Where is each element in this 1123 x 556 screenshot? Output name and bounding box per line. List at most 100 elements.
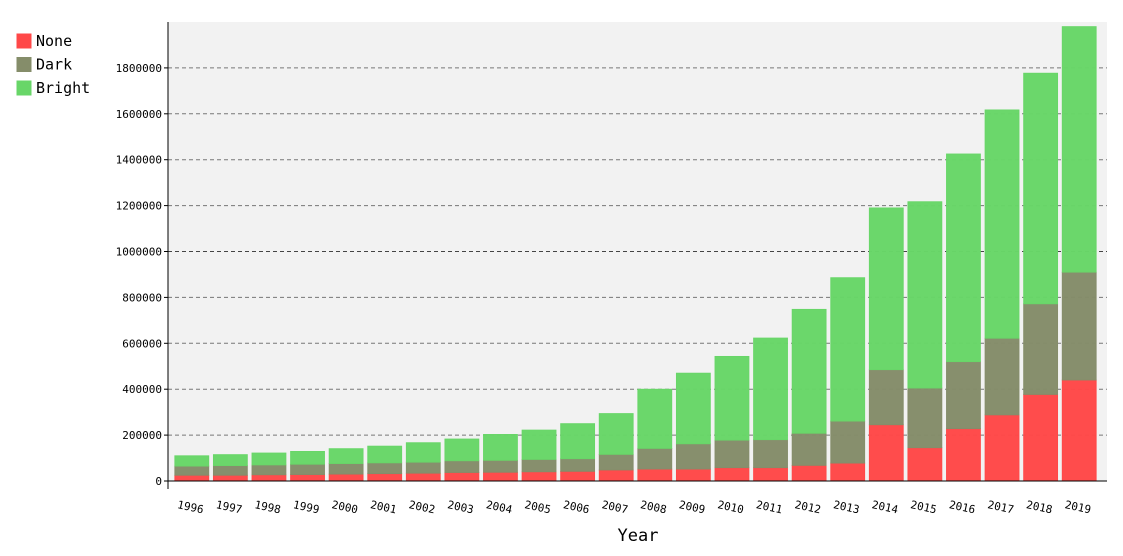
bar-bright-2000 <box>328 448 364 464</box>
y-tick-label: 600000 <box>122 337 162 350</box>
bar-bright-2006 <box>560 423 596 460</box>
bar-dark-1998 <box>251 464 287 476</box>
bar-none-2018 <box>1023 394 1059 482</box>
y-tick-label: 1600000 <box>116 108 162 121</box>
bar-bright-2008 <box>637 388 673 449</box>
x-tick-label: 2012 <box>794 498 823 516</box>
x-tick-label: 2006 <box>562 498 591 516</box>
bar-none-1998 <box>251 474 287 482</box>
bar-none-1996 <box>174 474 210 482</box>
y-tick-label: 400000 <box>122 383 162 396</box>
x-tick-label: 2004 <box>485 498 514 516</box>
bar-dark-2006 <box>560 458 596 472</box>
bar-none-1999 <box>290 474 325 482</box>
bar-dark-2017 <box>984 337 1020 416</box>
bar-dark-2014 <box>868 369 904 426</box>
bar-none-2008 <box>637 468 673 482</box>
bar-bright-2016 <box>946 153 981 363</box>
bar-dark-2011 <box>753 439 788 469</box>
x-tick-label: 1997 <box>215 498 244 516</box>
bar-bright-2010 <box>714 355 750 441</box>
bar-bright-2014 <box>868 207 904 371</box>
legend-swatch-dark <box>16 57 32 72</box>
x-tick-label: 2015 <box>909 498 938 516</box>
bar-bright-2007 <box>598 413 634 455</box>
bar-bright-2009 <box>675 372 711 445</box>
bar-none-2002 <box>405 472 441 482</box>
bar-bright-1999 <box>290 450 325 465</box>
bar-none-2015 <box>907 447 943 482</box>
bar-dark-2012 <box>791 432 827 466</box>
y-tick-label: 800000 <box>122 291 162 304</box>
bar-bright-1997 <box>212 454 248 467</box>
x-tick-label: 1999 <box>292 498 321 516</box>
bar-none-2013 <box>830 462 866 482</box>
y-axis-ticks: 0 200000 400000 600000 800000 1000000 1200000 1… <box>116 62 168 488</box>
bar-dark-2007 <box>598 453 634 471</box>
x-tick-label: 2003 <box>446 498 475 516</box>
bar-none-2017 <box>984 414 1020 482</box>
bar-none-2007 <box>598 469 634 482</box>
bar-dark-1999 <box>290 463 325 475</box>
x-axis-ticks: 1996 1997 1998 1999 2000 2001 2002 2003 2004 2005… <box>176 498 1092 516</box>
bar-none-2012 <box>791 464 827 482</box>
bars <box>174 26 1097 482</box>
bar-dark-2018 <box>1023 303 1059 395</box>
bar-dark-2015 <box>907 387 943 449</box>
bar-dark-2005 <box>521 459 557 473</box>
bar-none-2003 <box>444 472 480 482</box>
bar-bright-1998 <box>251 452 287 466</box>
x-tick-label: 2000 <box>331 498 360 516</box>
bar-dark-1996 <box>174 465 210 476</box>
x-tick-label: 2005 <box>523 498 552 516</box>
y-tick-label: 1000000 <box>116 246 162 259</box>
x-axis-label: Year <box>618 526 659 546</box>
x-tick-label: 2019 <box>1064 498 1093 516</box>
bar-none-2014 <box>868 424 904 482</box>
x-tick-label: 2008 <box>639 498 668 516</box>
legend-swatch-none <box>16 33 32 49</box>
bar-dark-2008 <box>637 448 673 470</box>
bar-none-2009 <box>675 468 711 482</box>
axes <box>167 22 1107 489</box>
bar-bright-2019 <box>1061 26 1097 273</box>
x-tick-label: 2010 <box>716 498 745 516</box>
x-tick-label: 1998 <box>253 498 282 516</box>
bar-bright-2018 <box>1023 72 1059 305</box>
bar-none-2006 <box>560 470 596 482</box>
x-tick-label: 2009 <box>678 498 707 516</box>
x-tick-label: 1996 <box>176 498 205 516</box>
bar-bright-2001 <box>367 445 403 464</box>
x-tick-label: 2013 <box>832 498 861 516</box>
bar-dark-2004 <box>483 459 518 473</box>
bar-bright-2003 <box>444 438 480 462</box>
legend-swatch-bright <box>16 80 32 96</box>
bar-none-2000 <box>328 473 364 482</box>
y-tick-label: 0 <box>155 475 162 488</box>
bar-none-2019 <box>1061 379 1097 482</box>
bar-dark-1997 <box>212 465 248 476</box>
bar-none-2004 <box>483 471 518 482</box>
bar-bright-2011 <box>753 337 788 441</box>
bar-none-2010 <box>714 467 750 482</box>
bar-dark-2003 <box>444 460 480 473</box>
bar-none-2016 <box>946 428 981 482</box>
x-tick-label: 2011 <box>755 498 784 516</box>
x-tick-label: 2001 <box>369 498 398 516</box>
bar-dark-2016 <box>946 361 981 430</box>
x-tick-label: 2002 <box>408 498 437 516</box>
bar-bright-2013 <box>830 277 866 422</box>
bar-bright-2002 <box>405 442 441 463</box>
bar-bright-2015 <box>907 201 943 389</box>
x-tick-label: 2014 <box>871 498 900 516</box>
y-tick-label: 1200000 <box>116 200 162 213</box>
bar-dark-2009 <box>675 443 711 470</box>
bar-dark-2000 <box>328 463 364 475</box>
bar-dark-2002 <box>405 461 441 474</box>
bar-bright-2017 <box>984 109 1020 339</box>
x-tick-label: 2007 <box>601 498 630 516</box>
bar-none-2001 <box>367 473 403 482</box>
bar-none-2005 <box>521 471 557 482</box>
legend-label-none: None <box>36 32 72 50</box>
